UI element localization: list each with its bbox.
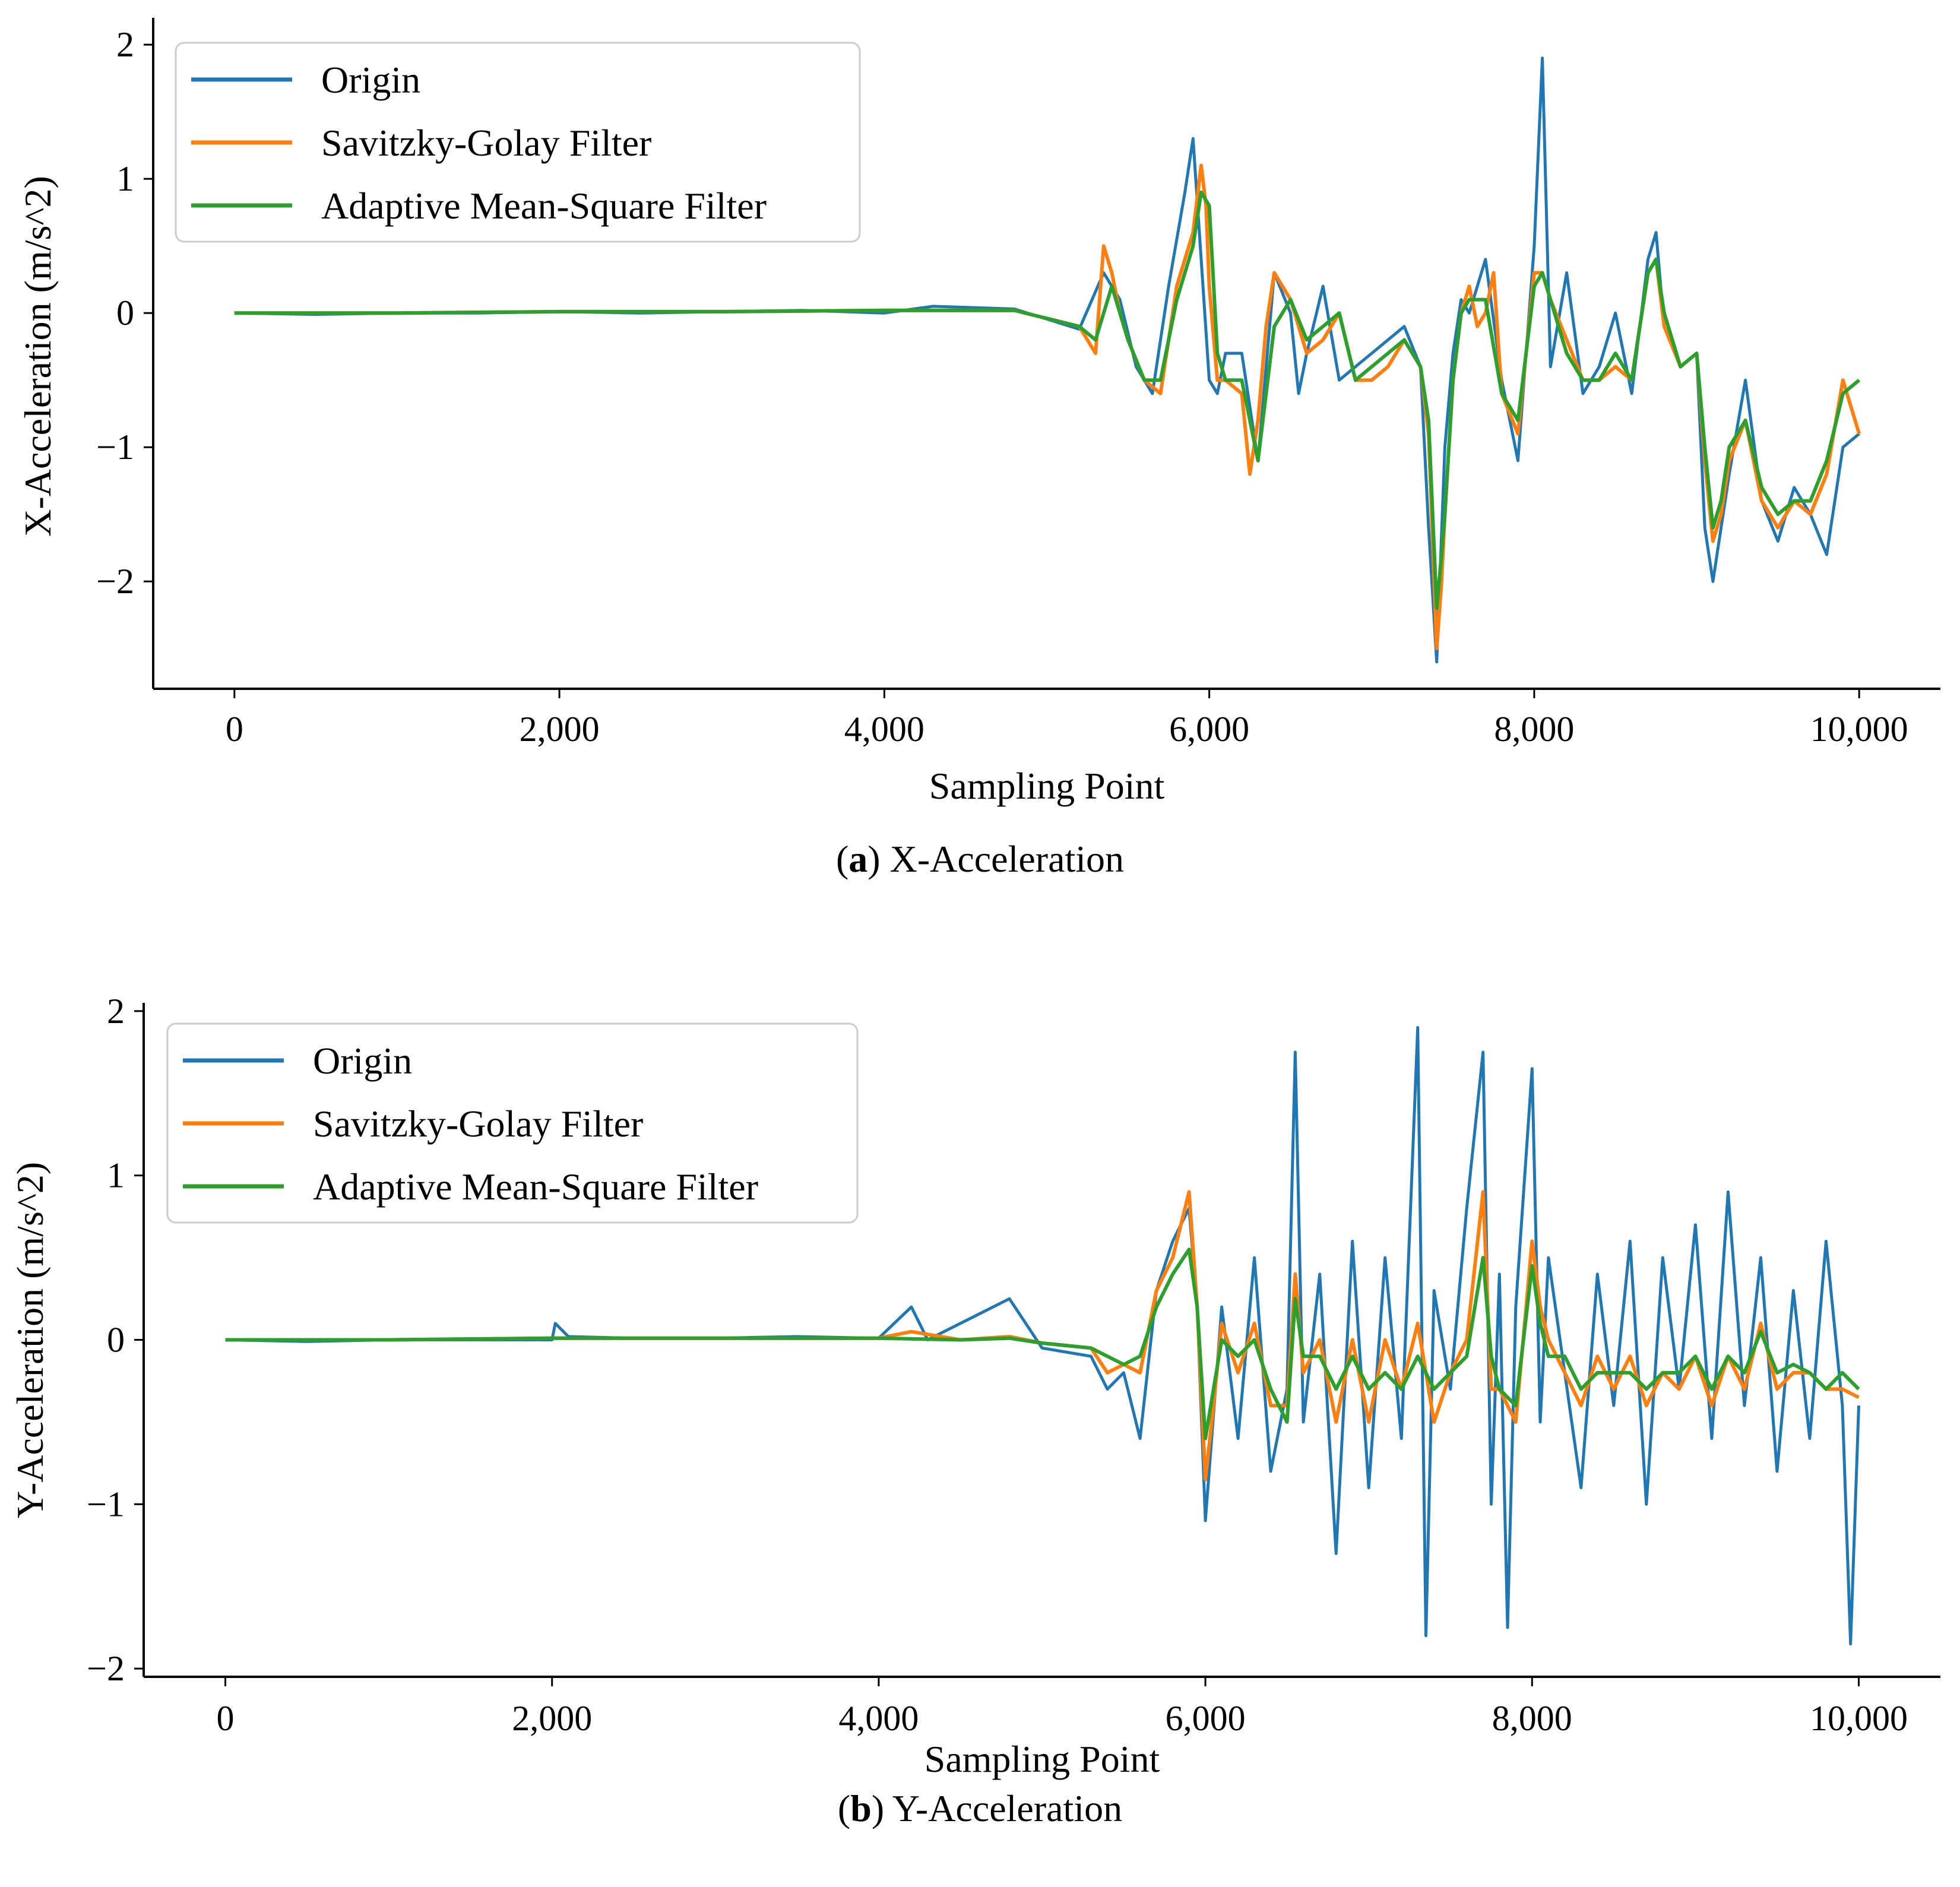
legend-label-1: Origin	[321, 59, 420, 101]
caption-a-text: X-Acceleration	[889, 838, 1125, 880]
y-tick-label: −1	[87, 1484, 125, 1524]
x-axis-label: Sampling Point	[924, 1738, 1160, 1780]
x-tick-label: 2,000	[520, 710, 600, 749]
figure-x-acceleration: 0 2,000 4,000 6,000 8,000 10,000 2 1 0 −1 −2 Sampli…	[17, 18, 1940, 880]
y-axis-label: Y-Acceleration (m/s^2)	[9, 1162, 51, 1518]
legend: Origin Savitzky-Golay Filter Adaptive Mean…	[166, 1022, 859, 1224]
x-tick-label: 6,000	[1169, 710, 1249, 749]
series-line-adaptive-mean-square-filter	[225, 1248, 1860, 1440]
legend-box	[175, 42, 861, 243]
x-tick-label: 10,000	[1810, 1699, 1908, 1738]
y-tick-label: 2	[107, 992, 125, 1031]
x-tick-label: 0	[226, 710, 243, 749]
legend-label-2: Savitzky-Golay Filter	[313, 1103, 643, 1145]
caption-a-letter: a	[848, 838, 868, 880]
y-tick-label: 1	[107, 1156, 125, 1195]
legend-label-3: Adaptive Mean-Square Filter	[313, 1166, 758, 1208]
caption-b: (b) Y-Acceleration	[837, 1787, 1123, 1829]
caption-a: (a) X-Acceleration	[835, 838, 1125, 880]
y-axis-label: X-Acceleration (m/s^2)	[17, 176, 59, 537]
x-tick-label: 8,000	[1494, 710, 1574, 749]
x-tick-label: 0	[217, 1699, 235, 1738]
legend-label-2: Savitzky-Golay Filter	[321, 122, 651, 164]
chart-x-acceleration: 0 2,000 4,000 6,000 8,000 10,000 2 1 0 −1 −2 Sampli…	[17, 18, 1940, 807]
series-line-adaptive-mean-square-filter	[234, 190, 1861, 610]
y-tick-label: 2	[116, 25, 134, 64]
legend: Origin Savitzky-Golay Filter Adaptive Mean…	[175, 42, 861, 243]
x-tick-label: 4,000	[844, 710, 924, 749]
series-line-savitzky-golay-filter	[225, 1190, 1860, 1481]
x-tick-label: 2,000	[512, 1699, 592, 1738]
y-tick-label: −2	[87, 1649, 125, 1688]
y-tick-label: 0	[116, 293, 134, 333]
x-axis-label: Sampling Point	[929, 765, 1165, 807]
y-tick-label: 0	[107, 1321, 125, 1360]
caption-b-text: Y-Acceleration	[892, 1787, 1123, 1829]
figure-y-acceleration: 0 2,000 4,000 6,000 8,000 10,000 2 1 0 −1 −2 Sampli…	[0, 944, 1960, 1887]
legend-label-3: Adaptive Mean-Square Filter	[321, 185, 767, 227]
x-tick-label: 10,000	[1810, 710, 1908, 749]
x-tick-label: 4,000	[838, 1699, 919, 1738]
x-tick-label: 6,000	[1166, 1699, 1246, 1738]
x-tick-label: 8,000	[1492, 1699, 1572, 1738]
y-tick-label: −2	[96, 562, 134, 601]
caption-b-letter: b	[850, 1787, 872, 1829]
legend-box	[166, 1022, 859, 1224]
y-tick-label: 1	[116, 159, 134, 198]
chart-y-acceleration: 0 2,000 4,000 6,000 8,000 10,000 2 1 0 −1 −2 Sampli…	[9, 992, 1940, 1780]
y-tick-label: −1	[96, 428, 134, 467]
legend-label-1: Origin	[313, 1040, 412, 1082]
